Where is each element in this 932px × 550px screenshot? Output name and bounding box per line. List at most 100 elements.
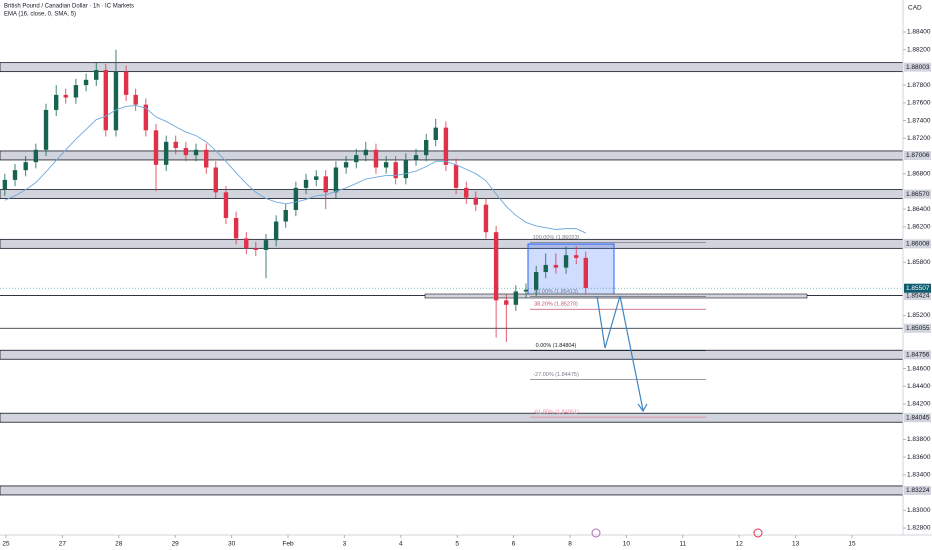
price-tag-label: 1.85055 [906, 325, 930, 332]
candle-body [343, 162, 349, 168]
price-tag-label: 1.86008 [906, 241, 930, 248]
candle-body [543, 264, 548, 273]
candle-body [183, 148, 189, 156]
y-tick-label: 1.84600 [907, 365, 931, 372]
candle-body [94, 70, 99, 80]
fib-label: 38.20% (1.85270) [534, 302, 578, 308]
level-zone [0, 485, 904, 496]
candle-body [163, 141, 169, 165]
y-tick-label: 1.84400 [907, 383, 931, 390]
candle-body [204, 149, 209, 168]
candle-body [293, 187, 299, 211]
candle-body [553, 264, 559, 268]
y-tick-label: 1.84200 [907, 401, 931, 408]
range-box [527, 243, 615, 297]
candle-body [43, 109, 49, 150]
candle-body [433, 127, 438, 141]
candle-body [153, 130, 159, 165]
candle-body [333, 167, 339, 193]
price-tag [904, 189, 931, 199]
price-tag-label: 1.87006 [906, 152, 930, 159]
candle-body [393, 162, 398, 179]
x-tick-label: 28 [115, 541, 123, 548]
y-tick-label: 1.83600 [907, 454, 931, 461]
candle-body [63, 94, 68, 98]
y-tick-label: 1.85800 [907, 259, 931, 266]
price-tag [904, 283, 931, 293]
price-tag-label: 1.84756 [906, 351, 930, 358]
candle-body [12, 170, 18, 180]
fib-label: 50.00% (1.85413) [534, 289, 578, 295]
support-box [424, 293, 808, 299]
candle-body [23, 162, 28, 171]
candle-body [213, 167, 218, 193]
candle-body [443, 127, 449, 165]
x-tick-label: 15 [848, 541, 856, 548]
price-tag [904, 291, 931, 301]
candle-body [103, 70, 109, 131]
level-zone [0, 189, 904, 199]
candle-body [563, 255, 569, 268]
y-tick-label: 1.87600 [907, 100, 931, 107]
candle-body [453, 164, 459, 188]
event-icon[interactable] [753, 528, 763, 538]
arrow-head [637, 403, 648, 413]
ema-line [4, 105, 586, 234]
candle-body [273, 221, 279, 241]
y-tick-label: 1.87800 [907, 82, 931, 89]
candle-body [583, 257, 588, 288]
fib-label: 100.00% (1.86023) [533, 235, 580, 241]
x-tick-label: 3 [343, 541, 347, 548]
x-tick-label: 6 [512, 541, 516, 548]
price-tag-label: 1.83224 [906, 487, 930, 494]
level-zone [0, 238, 904, 249]
candle-body [403, 159, 409, 179]
x-tick-label: 4 [399, 541, 403, 548]
candle-body [303, 179, 309, 188]
candle-body [473, 197, 479, 205]
price-tag [904, 485, 931, 495]
x-tick-label: 5 [455, 541, 459, 548]
candle-body [523, 289, 529, 292]
candle-body [504, 300, 509, 305]
y-tick-label: 1.87200 [907, 135, 931, 142]
candle-body [143, 104, 149, 131]
price-tag [904, 413, 931, 423]
candle-body [464, 187, 469, 198]
projection-arrow [596, 295, 644, 411]
candle-body [363, 149, 369, 156]
candle-body [83, 79, 89, 86]
y-tick-label: 1.82800 [907, 525, 931, 532]
candle-body [354, 155, 359, 163]
candle-body [283, 210, 288, 222]
y-tick-label: 1.86400 [907, 206, 931, 213]
price-tag [904, 323, 931, 333]
x-tick-label: Feb [282, 541, 294, 548]
candle-body [73, 85, 79, 98]
x-tick-label: 13 [792, 541, 800, 548]
event-icon[interactable] [591, 528, 601, 538]
price-tag [904, 62, 931, 72]
candle-body [193, 149, 199, 156]
candle-body [173, 141, 178, 149]
price-tag-label: 1.85507 [906, 285, 930, 292]
x-tick-label: 12 [736, 541, 744, 548]
price-tag [904, 239, 931, 249]
candle-body [133, 94, 138, 105]
y-tick-label: 1.83400 [907, 472, 931, 479]
chart-title: British Pound / Canadian Dollar · 1h · I… [4, 4, 134, 10]
price-tag-label: 1.85424 [906, 292, 930, 299]
level-zone [0, 150, 904, 161]
currency: CAD [908, 5, 922, 12]
y-tick-label: 1.86200 [907, 224, 931, 231]
y-tick-label: 1.85200 [907, 312, 931, 319]
candle-body [53, 94, 59, 110]
y-tick-label: 1.83000 [907, 507, 931, 514]
price-tag [904, 150, 931, 160]
candle-body [313, 176, 319, 180]
candle-body [574, 255, 579, 258]
y-tick-label: 1.86800 [907, 170, 931, 177]
candle-body [233, 217, 239, 239]
